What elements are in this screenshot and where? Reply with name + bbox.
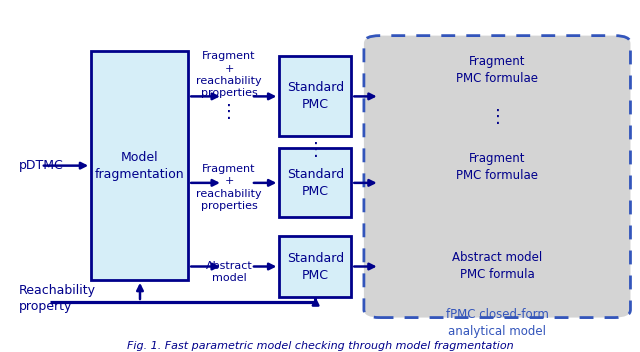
Text: Standard
PMC: Standard PMC [287, 168, 344, 198]
Text: Fragment
+
reachability
properties: Fragment + reachability properties [196, 51, 262, 99]
Text: Model
fragmentation: Model fragmentation [95, 151, 184, 181]
Text: ⋮: ⋮ [488, 108, 506, 126]
Bar [91, 51, 188, 280]
Text: Abstract
model: Abstract model [205, 261, 252, 283]
Text: ⋮: ⋮ [220, 103, 238, 121]
Text: fPMC closed-form
analytical model: fPMC closed-form analytical model [446, 308, 549, 338]
Text: Standard
PMC: Standard PMC [287, 252, 344, 282]
Text: Fragment
+
reachability
properties: Fragment + reachability properties [196, 164, 262, 211]
Bar [279, 149, 351, 217]
FancyBboxPatch shape [364, 36, 630, 318]
Text: Standard
PMC: Standard PMC [287, 81, 344, 111]
Bar [279, 56, 351, 136]
Text: Fig. 1. Fast parametric model checking through model fragmentation: Fig. 1. Fast parametric model checking t… [127, 341, 513, 351]
Text: Abstract model
PMC formula: Abstract model PMC formula [452, 251, 543, 281]
Text: Fragment
PMC formulae: Fragment PMC formulae [456, 152, 538, 182]
Bar [279, 236, 351, 297]
Text: ⋮: ⋮ [307, 141, 324, 159]
Text: pDTMC: pDTMC [19, 159, 64, 172]
Text: Fragment
PMC formulae: Fragment PMC formulae [456, 55, 538, 85]
Text: Reachability
property: Reachability property [19, 284, 96, 313]
